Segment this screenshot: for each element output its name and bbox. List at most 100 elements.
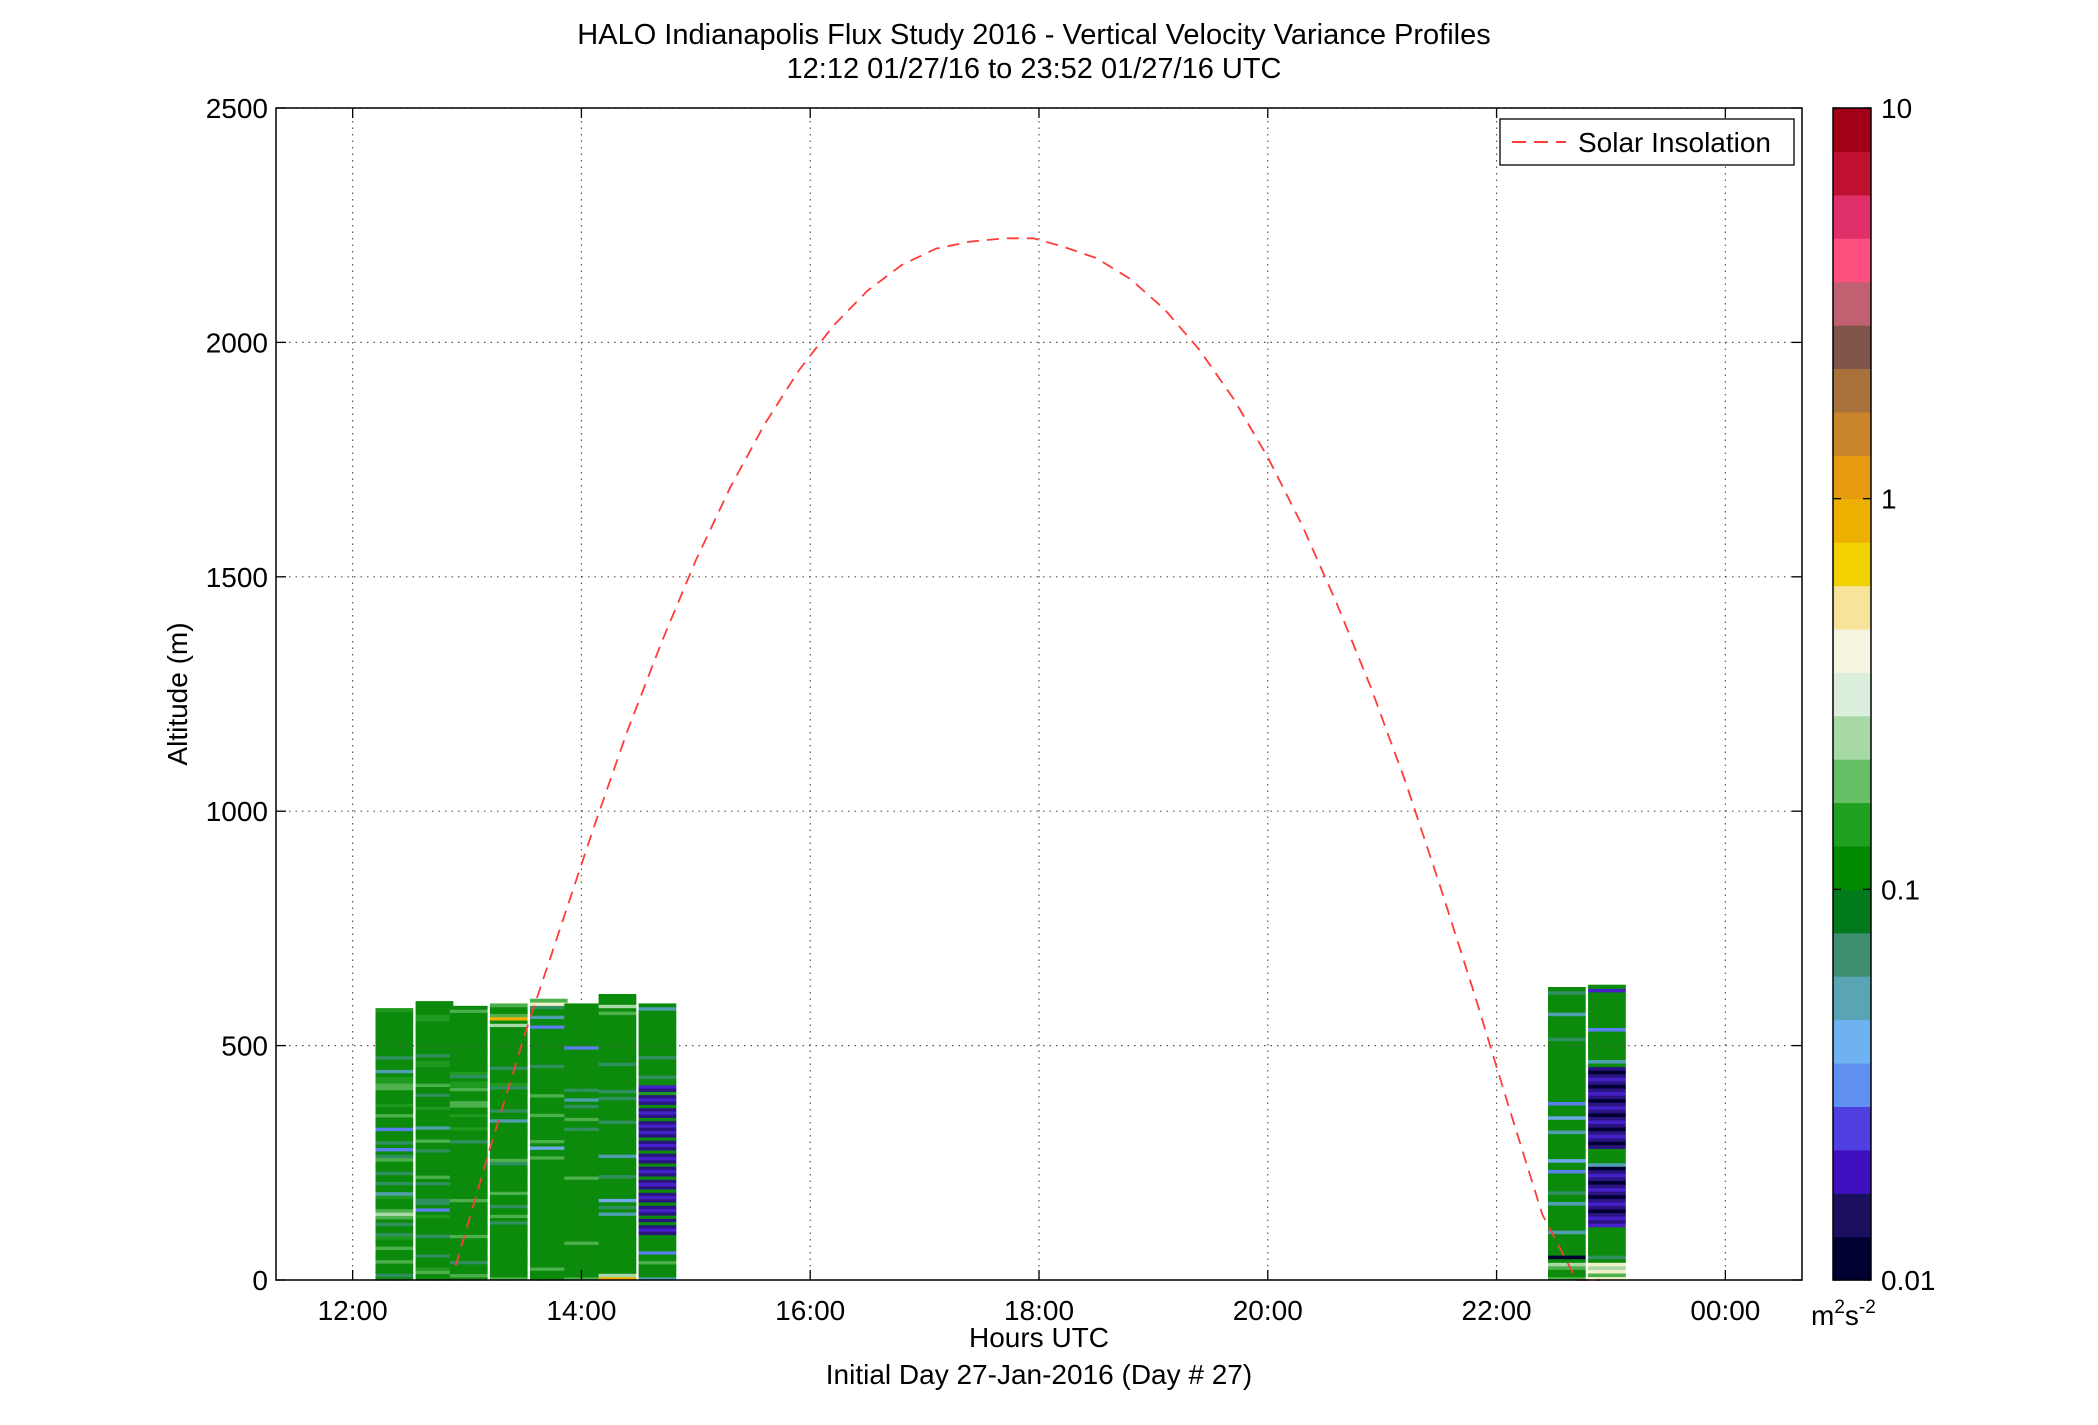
heatmap-cell <box>564 1029 602 1034</box>
legend[interactable]: Solar Insolation <box>1499 118 1795 166</box>
heatmap-cell <box>1548 990 1586 995</box>
heatmap-cell <box>564 1185 602 1190</box>
heatmap-cell <box>564 1195 602 1200</box>
heatmap-cell <box>415 1247 454 1252</box>
heatmap-cell <box>598 1263 637 1267</box>
heatmap-cell <box>530 1142 568 1147</box>
heatmap-cell <box>1548 1140 1586 1145</box>
heatmap-cell <box>1548 1001 1586 1006</box>
heatmap-cell <box>598 1246 637 1250</box>
heatmap-cell <box>638 1214 677 1219</box>
heatmap-cell <box>375 1178 414 1182</box>
heatmap-cell <box>638 1120 677 1125</box>
heatmap-cell <box>1588 1091 1626 1096</box>
heatmap-cell <box>598 1164 637 1169</box>
colorbar-segment <box>1833 542 1871 587</box>
heatmap-cell <box>415 1096 454 1101</box>
heatmap-cell <box>564 1201 602 1206</box>
heatmap-cell <box>1548 1137 1586 1142</box>
heatmap-cell <box>598 1269 637 1274</box>
heatmap-cell <box>598 1222 637 1227</box>
heatmap-cell <box>598 1051 637 1056</box>
colorbar-segment <box>1833 628 1871 673</box>
heatmap-cell <box>415 1125 454 1130</box>
heatmap-cell <box>489 1095 528 1100</box>
heatmap-cell <box>1548 1133 1586 1138</box>
heatmap-cell <box>598 1174 637 1179</box>
heatmap-cell <box>564 1110 602 1115</box>
colorbar-segment <box>1833 802 1871 847</box>
heatmap-cell <box>375 1269 414 1274</box>
heatmap-cell <box>415 1243 454 1248</box>
heatmap-cell <box>415 1152 454 1156</box>
heatmap-cell <box>638 1075 677 1079</box>
heatmap-cell <box>564 1276 602 1281</box>
heatmap-cell <box>375 1140 414 1145</box>
heatmap-cell <box>375 1184 414 1189</box>
heatmap-cell <box>638 1055 677 1060</box>
heatmap-cell <box>564 1052 602 1057</box>
heatmap-cell <box>598 1191 637 1196</box>
heatmap-cell <box>1588 988 1626 993</box>
heatmap-cell <box>598 1232 637 1237</box>
heatmap-cell <box>638 1156 677 1161</box>
heatmap-cell <box>1548 1165 1586 1170</box>
heatmap-cell <box>638 1013 677 1018</box>
heatmap-cell <box>1588 1226 1626 1231</box>
heatmap-cell <box>530 1070 568 1075</box>
heatmap-cell <box>1548 1251 1586 1256</box>
heatmap-cell <box>449 1038 488 1043</box>
heatmap-cell <box>564 1224 602 1229</box>
heatmap-cell <box>1548 1205 1586 1210</box>
heatmap-cell <box>375 1252 414 1257</box>
heatmap-cell <box>1548 1212 1586 1217</box>
x-tick-label: 18:00 <box>1004 1295 1074 1326</box>
heatmap-cell <box>564 1123 602 1128</box>
heatmap-cell <box>1588 1276 1626 1281</box>
heatmap-cell <box>564 1257 602 1262</box>
colorbar-segment <box>1833 845 1871 890</box>
heatmap-cell <box>1548 1062 1586 1067</box>
heatmap-cell <box>489 1224 528 1228</box>
heatmap-cell <box>449 1247 488 1252</box>
heatmap-cell <box>564 1117 602 1122</box>
heatmap-cell <box>449 1231 488 1235</box>
heatmap-cell <box>638 1273 677 1278</box>
heatmap-cell <box>415 1155 454 1160</box>
heatmap-cell <box>415 1188 454 1192</box>
heatmap-cell <box>530 1008 568 1013</box>
y-tick-label: 1000 <box>206 796 268 827</box>
heatmap-cell <box>415 1145 454 1150</box>
heatmap-cell <box>1588 1219 1626 1224</box>
heatmap-cell <box>564 1214 602 1219</box>
heatmap-cell <box>449 1149 488 1154</box>
heatmap-cell <box>564 1107 602 1112</box>
heatmap-cell <box>375 1120 414 1125</box>
heatmap-cell <box>598 1143 637 1148</box>
heatmap-cell <box>415 1106 454 1110</box>
heatmap-cell <box>1588 1265 1626 1270</box>
heatmap-cell <box>489 1230 528 1235</box>
heatmap-cell <box>375 1222 414 1227</box>
heatmap-cell <box>564 1019 602 1024</box>
heatmap-cell <box>375 1018 414 1023</box>
heatmap-cell <box>564 1097 602 1102</box>
heatmap-cell <box>530 1015 568 1019</box>
heatmap-cell <box>449 1100 488 1105</box>
heatmap-cell <box>489 1036 528 1041</box>
heatmap-cell <box>375 1042 414 1047</box>
heatmap-cell <box>449 1270 488 1275</box>
heatmap-cell <box>449 1074 488 1079</box>
heatmap-cell <box>375 1137 414 1142</box>
heatmap-cell <box>598 1034 637 1039</box>
heatmap-cell <box>1548 1026 1586 1031</box>
heatmap-cell <box>564 1198 602 1203</box>
heatmap-cell <box>489 1201 528 1205</box>
heatmap-cell <box>564 1136 602 1141</box>
heatmap-cell <box>375 1259 414 1264</box>
heatmap-cell <box>530 1273 568 1278</box>
heatmap-cell <box>638 1062 677 1066</box>
heatmap-cell <box>598 1113 637 1118</box>
x-axis-sublabel: Initial Day 27-Jan-2016 (Day # 27) <box>826 1359 1252 1390</box>
colorbar-segment <box>1833 672 1871 717</box>
